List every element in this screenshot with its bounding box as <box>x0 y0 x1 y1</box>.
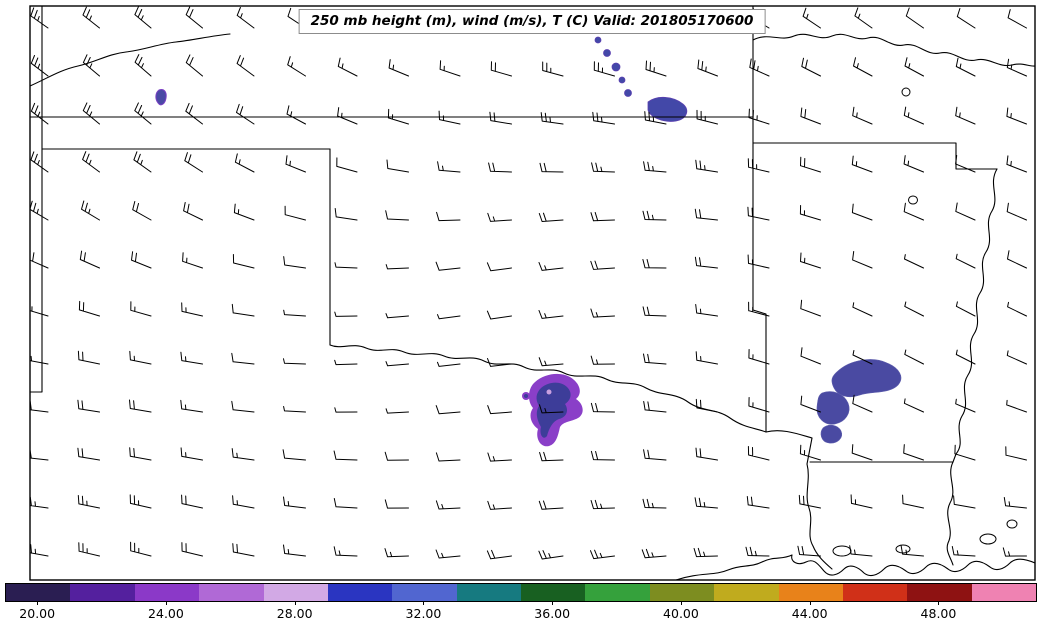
map-border-line <box>752 116 767 433</box>
colorbar-tick-label: 32.00 <box>405 606 442 621</box>
colorbar-segment <box>649 584 715 601</box>
map-border-line <box>30 33 231 87</box>
colorbar-segment <box>842 584 908 601</box>
colorbar-tick <box>938 601 940 605</box>
map-border-line <box>329 344 767 433</box>
shaded-region <box>536 382 571 438</box>
colorbar-tick-label: 44.00 <box>791 606 828 621</box>
map-layers <box>30 6 1035 580</box>
map-border-line <box>946 168 998 566</box>
plot-title-text: 250 mb height (m), wind (m/s), T (C) Val… <box>310 13 754 29</box>
colorbar-segment <box>521 584 586 601</box>
colorbar-tick <box>680 601 682 605</box>
shaded-region <box>594 36 602 44</box>
map-border-line <box>765 430 813 439</box>
colorbar-segment <box>392 584 457 601</box>
shaded-region <box>618 76 626 84</box>
lake-outline <box>979 533 997 545</box>
lake-outline <box>832 545 852 557</box>
colorbar-tick-label: 40.00 <box>663 606 699 621</box>
colorbar-ticks <box>5 601 1035 606</box>
colorbar-labels: 20.00 24.00 28.00 32.00 36.00 40.00 44.00 48.00 <box>5 606 1035 624</box>
shaded-regions-layer <box>155 36 902 447</box>
shaded-region <box>603 49 611 57</box>
colorbar-segment <box>6 584 71 601</box>
colorbar-segment <box>70 584 135 601</box>
shaded-region <box>816 391 850 425</box>
shaded-region <box>524 394 528 398</box>
colorbar-segment <box>971 584 1036 601</box>
shaded-region <box>546 389 552 395</box>
colorbar-tick <box>294 601 296 605</box>
lake-outline <box>901 87 911 97</box>
lake-outline <box>895 544 911 554</box>
wind-barbs-layer <box>30 6 1027 560</box>
colorbar-segment <box>907 584 972 601</box>
colorbar-segment <box>778 584 843 601</box>
colorbar-tick-label: 28.00 <box>276 606 313 621</box>
lake-outline <box>1006 519 1018 529</box>
colorbar-tick <box>809 601 811 605</box>
lake-outline <box>908 195 918 205</box>
colorbar-segment <box>585 584 650 601</box>
colorbar <box>5 583 1037 602</box>
map-border-line <box>30 116 43 393</box>
colorbar-segment <box>134 584 200 601</box>
colorbar-segment <box>263 584 328 601</box>
map-border-line <box>675 554 1035 580</box>
colorbar-tick-label: 20.00 <box>19 606 56 621</box>
shaded-region <box>611 62 621 72</box>
shaded-region <box>624 89 632 97</box>
colorbar-tick-label: 36.00 <box>534 606 571 621</box>
plot-frame <box>29 5 1036 581</box>
shaded-region <box>820 424 842 444</box>
map-border-line <box>806 437 833 570</box>
plot-title: 250 mb height (m), wind (m/s), T (C) Val… <box>298 9 766 34</box>
map-border-line <box>752 33 1035 67</box>
colorbar-tick <box>165 601 167 605</box>
colorbar-segment <box>714 584 779 601</box>
colorbar-tick <box>37 601 39 605</box>
colorbar-tick-label: 24.00 <box>148 606 184 621</box>
shaded-region <box>155 89 167 106</box>
colorbar-segment <box>456 584 521 601</box>
colorbar-segment <box>199 584 264 601</box>
colorbar-segment <box>327 584 393 601</box>
colorbar-tick <box>552 601 554 605</box>
colorbar-tick-label: 48.00 <box>920 606 957 621</box>
borders-layer <box>30 6 1035 580</box>
shaded-region <box>831 359 902 398</box>
map-border-line <box>752 142 998 170</box>
colorbar-tick <box>423 601 425 605</box>
